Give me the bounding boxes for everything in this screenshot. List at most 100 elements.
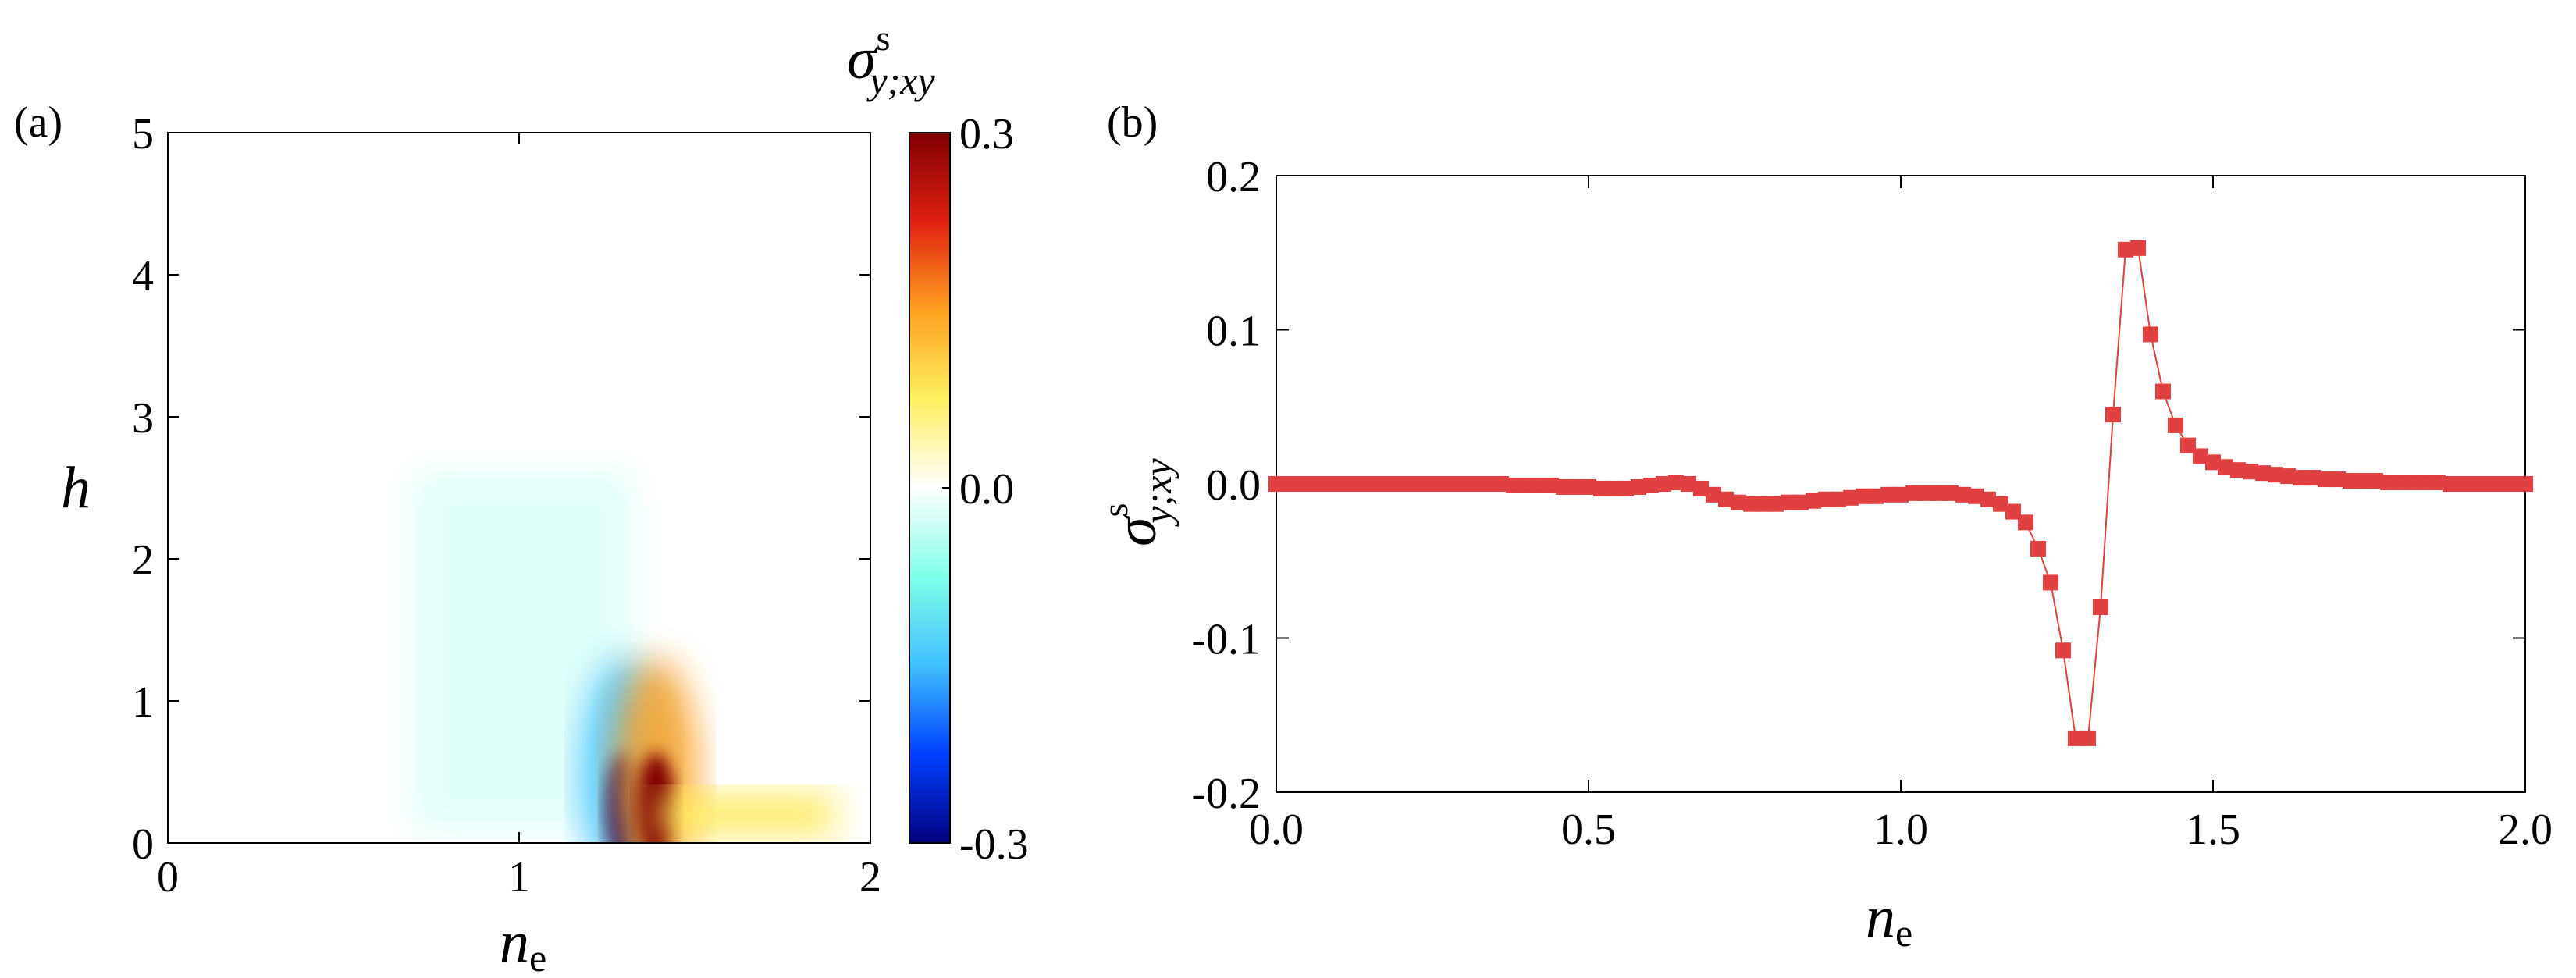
data-point <box>1806 493 1821 509</box>
line-y-ticks: 0.2 0.1 0.0 -0.1 -0.2 <box>1191 153 2525 818</box>
data-point <box>2055 642 2071 659</box>
data-point <box>1481 476 1496 492</box>
colorbar-tick-label: 0.3 <box>959 110 1014 158</box>
heatmap-y-axis-label: h <box>61 455 91 521</box>
data-point <box>2143 326 2158 343</box>
data-point <box>1880 486 1896 503</box>
heatmap-y-tick-label: 0 <box>132 820 154 869</box>
data-point <box>1356 476 1372 492</box>
data-point <box>2343 473 2358 489</box>
data-point <box>2443 476 2458 492</box>
data-point <box>2355 473 2371 489</box>
data-point <box>2255 465 2271 482</box>
data-point <box>1718 491 1734 507</box>
data-point <box>2080 730 2096 746</box>
line-y-tick-label: 0.0 <box>1206 461 1261 510</box>
heatmap-y-tick-label: 4 <box>132 252 154 301</box>
heatmap-cells <box>414 473 835 843</box>
data-point <box>1955 486 1971 503</box>
line-y-tick-label: 0.2 <box>1206 153 1261 201</box>
heatmap-y-tick-label: 5 <box>132 110 154 158</box>
data-point <box>1893 486 1909 503</box>
heatmap-feature-positive-peak <box>613 659 699 843</box>
heatmap-x-tick-label: 1 <box>508 853 530 902</box>
data-point <box>2068 730 2083 746</box>
line-y-tick-label: 0.1 <box>1206 308 1261 356</box>
data-point <box>1793 494 1809 510</box>
data-point <box>1468 476 1484 492</box>
data-point <box>1518 477 1534 493</box>
line-x-axis-label-sub: e <box>1895 911 1912 955</box>
data-point <box>1418 476 1434 492</box>
line-x-tick-label: 2.0 <box>2498 806 2553 854</box>
data-point <box>1943 485 1959 501</box>
data-point <box>1980 491 1996 507</box>
data-point <box>1643 477 1659 493</box>
line-x-tick-label: 0.0 <box>1249 806 1304 854</box>
data-point <box>1930 485 1946 501</box>
data-point <box>2030 540 2046 557</box>
data-point <box>1381 476 1397 492</box>
data-point <box>1993 496 2008 512</box>
data-point <box>1531 477 1546 493</box>
heatmap-y-tick-label: 1 <box>132 678 154 727</box>
data-point <box>1606 480 1621 496</box>
data-point <box>2492 476 2508 492</box>
colorbar-title-sub: y;xy <box>866 59 935 102</box>
data-point <box>1318 476 1334 492</box>
data-point <box>1818 491 1834 507</box>
data-point <box>1918 485 1934 501</box>
data-point <box>2018 514 2033 531</box>
data-point <box>2193 448 2208 464</box>
data-point <box>2467 476 2483 492</box>
data-point <box>2318 471 2333 488</box>
heatmap-x-tick-label: 0 <box>157 853 179 902</box>
data-point <box>1756 496 1771 512</box>
data-point <box>1443 476 1459 492</box>
data-point <box>1406 476 1421 492</box>
data-point <box>1843 489 1859 506</box>
data-point <box>1781 494 1796 510</box>
data-point <box>2280 468 2296 485</box>
data-point <box>1268 476 1284 492</box>
line-y-tick-label: -0.1 <box>1191 616 1261 664</box>
data-point <box>1656 476 1671 492</box>
line-y-axis-label-group: σsy;xy <box>1095 458 1179 546</box>
data-point <box>1743 496 1759 512</box>
data-point <box>2430 475 2446 491</box>
heatmap-feature-positive-tail <box>660 793 835 836</box>
line-x-tick-label: 1.0 <box>1873 806 1928 854</box>
data-point <box>2330 471 2346 488</box>
data-point <box>1393 476 1409 492</box>
data-point <box>1368 476 1384 492</box>
data-point <box>2043 574 2058 591</box>
panel-b-label: (b) <box>1107 98 1158 147</box>
data-point <box>2168 417 2183 433</box>
heatmap-y-ticks: 0 1 2 3 4 5 <box>132 110 870 869</box>
data-point <box>2205 454 2221 471</box>
data-point <box>1631 478 1646 495</box>
series-markers <box>1268 240 2533 746</box>
colorbar: σs y;xy 0.3 0.0 -0.3 <box>847 18 1029 869</box>
line-x-ticks: 0.0 0.5 1.0 1.5 2.0 <box>1249 176 2553 854</box>
heatmap-x-tick-label: 2 <box>859 853 881 902</box>
data-point <box>2293 470 2308 486</box>
data-point <box>2155 383 2171 400</box>
data-point <box>1831 491 1846 507</box>
line-plot: 0.0 0.5 1.0 1.5 2.0 0.2 0.1 0.0 -0.1 -0.2 <box>1191 153 2553 854</box>
line-y-tick-label: -0.2 <box>1191 770 1261 818</box>
data-point <box>1343 476 1359 492</box>
heatmap-x-axis-label: ne <box>500 909 546 978</box>
heatmap-x-ticks: 0 1 2 <box>157 133 881 902</box>
data-point <box>2405 475 2421 491</box>
data-point <box>1493 476 1509 492</box>
colorbar-title-sup: s <box>876 18 890 58</box>
line-x-tick-label: 0.5 <box>1561 806 1616 854</box>
data-point <box>2093 599 2108 615</box>
heatmap-y-tick-label: 3 <box>132 394 154 443</box>
data-point <box>1968 488 1984 504</box>
data-point <box>1431 476 1446 492</box>
line-y-axis-label-sub: y;xy <box>1136 458 1179 528</box>
line-y-axis-label-sup: s <box>1095 503 1135 517</box>
data-point <box>2230 462 2246 478</box>
